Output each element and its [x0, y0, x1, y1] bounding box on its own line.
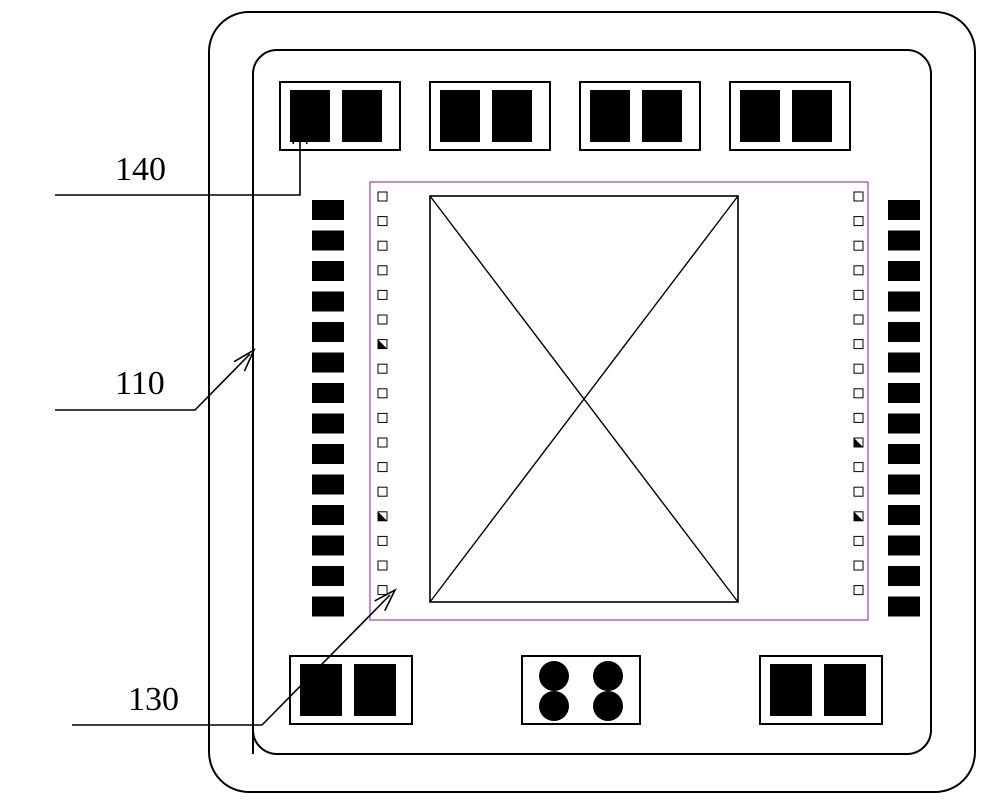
- inner-pin-left-12: [378, 487, 387, 496]
- inner-pin-left-0: [378, 192, 387, 201]
- bottom-slot-0-pad-1: [354, 664, 396, 716]
- bottom-slot-2-pad-0: [770, 664, 812, 716]
- side-pad-left-3: [312, 292, 344, 312]
- inner-pin-left-1: [378, 217, 387, 226]
- bottom-slot-1: [522, 656, 640, 724]
- bottom-slot-1-dot-1-0: [593, 661, 623, 691]
- side-pad-left-8: [312, 444, 344, 464]
- side-pad-right-13: [888, 597, 920, 617]
- side-pad-left-0: [312, 200, 344, 220]
- side-pad-left-6: [312, 383, 344, 403]
- inner-die-outline: [370, 182, 868, 620]
- inner-pin-left-8: [378, 389, 387, 398]
- side-pad-left-5: [312, 353, 344, 373]
- inner-pin-right-15: [854, 561, 863, 570]
- side-pad-right-5: [888, 353, 920, 373]
- side-pad-right-7: [888, 414, 920, 434]
- side-pad-right-1: [888, 231, 920, 251]
- side-pad-right-11: [888, 536, 920, 556]
- inner-pin-right-0: [854, 192, 863, 201]
- side-pad-right-8: [888, 444, 920, 464]
- inner-pin-right-3: [854, 266, 863, 275]
- inner-pin-right-5: [854, 315, 863, 324]
- inner-pin-right-6: [854, 340, 863, 349]
- inner-pin-right-9: [854, 413, 863, 422]
- inner-pin-left-4: [378, 290, 387, 299]
- top-slot-0-pad-1: [342, 90, 382, 142]
- inner-pin-left-5: [378, 315, 387, 324]
- inner-pin-right-16: [854, 586, 863, 595]
- side-pad-right-6: [888, 383, 920, 403]
- inner-pin-left-11: [378, 463, 387, 472]
- side-pad-left-2: [312, 261, 344, 281]
- top-slot-3-pad-0: [740, 90, 780, 142]
- top-slot-2-pad-1: [642, 90, 682, 142]
- side-pad-left-13: [312, 597, 344, 617]
- side-pad-left-7: [312, 414, 344, 434]
- top-slot-1-pad-1: [492, 90, 532, 142]
- diagram-root: 140 110 130: [0, 0, 1000, 808]
- side-pad-left-1: [312, 231, 344, 251]
- callout-label-140: 140: [115, 151, 166, 188]
- bottom-slot-2-pad-1: [824, 664, 866, 716]
- bottom-slot-1-dot-0-0: [539, 661, 569, 691]
- callout-label-110: 110: [115, 365, 165, 402]
- inner-pin-right-8: [854, 389, 863, 398]
- inner-pin-left-3: [378, 266, 387, 275]
- inner-pin-right-4: [854, 290, 863, 299]
- side-pad-left-4: [312, 322, 344, 342]
- callout-line-140: [55, 128, 300, 195]
- side-pad-right-12: [888, 566, 920, 586]
- side-pad-right-4: [888, 322, 920, 342]
- side-pad-left-12: [312, 566, 344, 586]
- inner-pin-left-10: [378, 438, 387, 447]
- top-slot-2-pad-0: [590, 90, 630, 142]
- inner-shell: [253, 50, 931, 754]
- inner-pin-right-7: [854, 364, 863, 373]
- inner-pin-left-16: [378, 586, 387, 595]
- side-pad-right-0: [888, 200, 920, 220]
- side-pad-right-10: [888, 505, 920, 525]
- inner-pin-right-14: [854, 536, 863, 545]
- inner-pin-left-9: [378, 413, 387, 422]
- side-pad-left-10: [312, 505, 344, 525]
- bottom-slot-1-dot-0-1: [539, 691, 569, 721]
- side-pad-right-2: [888, 261, 920, 281]
- side-pad-right-3: [888, 292, 920, 312]
- inner-pin-right-2: [854, 241, 863, 250]
- bottom-slot-1-dot-1-1: [593, 691, 623, 721]
- inner-pin-left-7: [378, 364, 387, 373]
- callout-label-130: 130: [128, 681, 179, 718]
- inner-pin-left-15: [378, 561, 387, 570]
- side-pad-left-11: [312, 536, 344, 556]
- top-slot-3-pad-1: [792, 90, 832, 142]
- inner-pin-right-11: [854, 463, 863, 472]
- inner-pin-right-1: [854, 217, 863, 226]
- bottom-slot-0-pad-0: [300, 664, 342, 716]
- side-pad-left-9: [312, 475, 344, 495]
- inner-pin-left-14: [378, 536, 387, 545]
- inner-pin-left-2: [378, 241, 387, 250]
- side-pad-right-9: [888, 475, 920, 495]
- inner-pin-right-12: [854, 487, 863, 496]
- top-slot-1-pad-0: [440, 90, 480, 142]
